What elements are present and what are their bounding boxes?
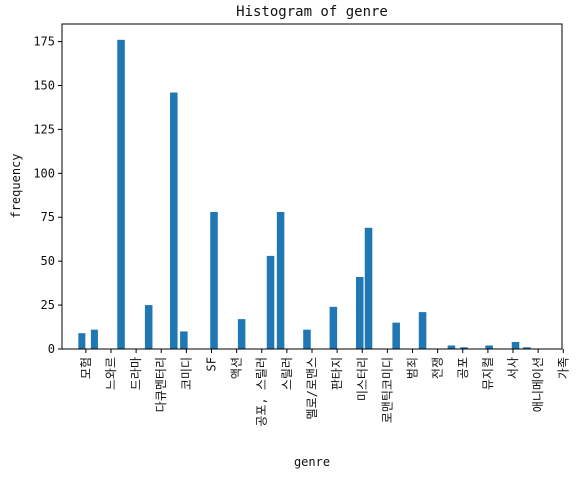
bar-19 — [511, 341, 520, 349]
x-tick-label-13: 범죄 — [406, 357, 420, 379]
bar-15 — [418, 312, 427, 349]
y-tick-label-6: 150 — [33, 78, 55, 92]
x-axis-label: genre — [294, 455, 330, 469]
axes-layer: 0 25 50 75 100 125 150 175 모험 느와르 드라마 다큐멘터리 코미디 SF 액션 공… — [33, 23, 570, 427]
bar-13 — [364, 227, 373, 349]
x-tick-label-14: 전쟁 — [431, 357, 445, 379]
y-tick-label-3: 75 — [41, 210, 55, 224]
x-tick-label-5: SF — [204, 357, 218, 371]
bar-12 — [355, 276, 364, 349]
bar-16 — [447, 345, 456, 349]
x-tick-label-9: 멜로/로맨스 — [305, 357, 319, 419]
bar-6 — [210, 211, 218, 349]
bar-9 — [276, 211, 285, 349]
x-tick-label-11: 미스터리 — [355, 357, 369, 401]
bar-17 — [460, 347, 468, 349]
y-axis-label: frequency — [9, 153, 23, 218]
x-tick-label-16: 뮤지컬 — [481, 357, 495, 390]
x-tick-label-3: 다큐멘터리 — [154, 357, 168, 412]
bars-layer — [78, 39, 531, 349]
y-tick-label-5: 125 — [33, 122, 55, 136]
bar-2 — [117, 39, 125, 349]
y-tick-label-7: 175 — [33, 35, 55, 49]
y-tick-label-1: 25 — [41, 298, 55, 312]
x-tick-label-0: 모험 — [79, 357, 93, 379]
bar-8 — [266, 255, 275, 349]
y-tick-label-4: 100 — [33, 166, 55, 180]
y-tick-label-2: 50 — [41, 254, 55, 268]
x-tick-label-8: 스릴러 — [280, 357, 294, 390]
bar-1 — [90, 329, 98, 349]
x-tick-label-12: 로맨틱코미디 — [380, 357, 394, 423]
bar-5 — [180, 331, 188, 349]
x-tick-label-17: 서사 — [506, 357, 520, 379]
x-tick-label-2: 드라마 — [129, 357, 143, 390]
bar-10 — [303, 329, 311, 349]
bar-4 — [170, 92, 178, 349]
bar-7 — [237, 319, 246, 349]
chart-title: Histogram of genre — [236, 4, 388, 20]
x-tick-label-19: 가족 — [556, 357, 570, 379]
x-tick-label-6: 액션 — [230, 357, 244, 379]
x-tick-label-1: 느와르 — [104, 357, 118, 390]
y-tick-label-0: 0 — [48, 342, 55, 356]
x-tick-label-15: 공포 — [456, 357, 470, 379]
bar-20 — [523, 347, 531, 349]
bar-3 — [144, 305, 153, 349]
bar-14 — [392, 322, 400, 349]
bar-11 — [329, 306, 338, 349]
bar-0 — [78, 333, 86, 349]
x-tick-label-7: 공포, 스릴러 — [255, 357, 269, 427]
x-tick-label-4: 코미디 — [179, 357, 193, 390]
bar-18 — [485, 345, 493, 349]
x-tick-label-18: 애니메이션 — [531, 357, 545, 412]
x-tick-label-10: 판타지 — [330, 357, 344, 390]
plot-frame — [61, 23, 563, 350]
